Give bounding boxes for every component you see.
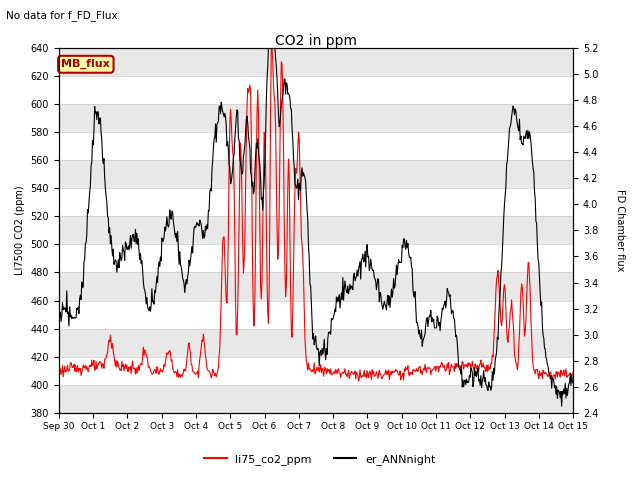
Bar xyxy=(59,273,573,300)
Bar xyxy=(59,216,573,244)
Text: No data for f_FD_Flux: No data for f_FD_Flux xyxy=(6,10,118,21)
Title: CO2 in ppm: CO2 in ppm xyxy=(275,34,357,48)
Y-axis label: LI7500 CO2 (ppm): LI7500 CO2 (ppm) xyxy=(15,186,25,275)
Bar xyxy=(59,48,573,76)
Bar xyxy=(59,104,573,132)
Y-axis label: FD Chamber flux: FD Chamber flux xyxy=(615,189,625,272)
Bar xyxy=(59,160,573,188)
Legend: li75_co2_ppm, er_ANNnight: li75_co2_ppm, er_ANNnight xyxy=(200,450,440,469)
Text: MB_flux: MB_flux xyxy=(61,59,110,70)
Bar xyxy=(59,384,573,413)
Bar xyxy=(59,329,573,357)
